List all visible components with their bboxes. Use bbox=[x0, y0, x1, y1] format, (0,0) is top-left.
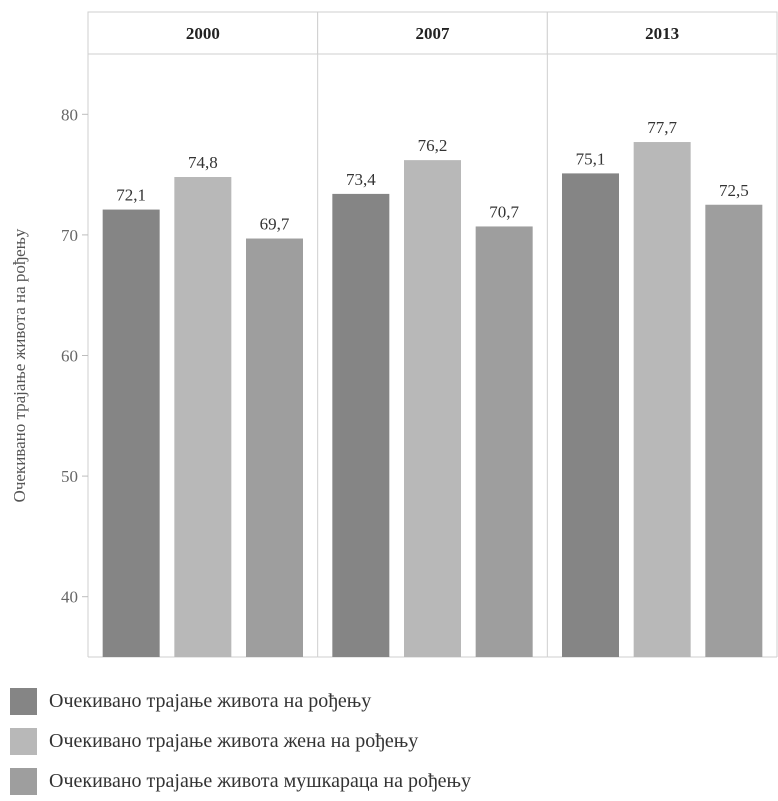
y-tick-label: 80 bbox=[61, 105, 78, 124]
data-label: 76,2 bbox=[418, 136, 448, 155]
bar bbox=[102, 209, 160, 657]
panel-strip bbox=[87, 11, 319, 55]
y-axis: 40 50 60 70 80 bbox=[61, 54, 89, 657]
y-tick-label: 60 bbox=[61, 347, 78, 366]
data-label: 74,8 bbox=[188, 153, 218, 172]
data-label: 72,5 bbox=[719, 181, 749, 200]
legend-swatch-men bbox=[10, 767, 37, 795]
data-label: 70,7 bbox=[489, 202, 519, 221]
bar bbox=[633, 142, 691, 658]
y-tick-label: 40 bbox=[61, 588, 78, 607]
panel-2007: 2007 73,4 76,2 70,7 bbox=[317, 11, 548, 658]
legend-item-women: Очекивано трајање живота жена на рођењу bbox=[10, 721, 471, 761]
legend-item-total: Очекивано трајање живота на рођењу bbox=[10, 681, 471, 721]
data-label: 75,1 bbox=[576, 149, 606, 168]
legend: Очекивано трајање живота на рођењу Очеки… bbox=[10, 681, 471, 801]
legend-label-men: Очекивано трајање живота мушкараца на ро… bbox=[49, 769, 472, 792]
legend-label-women: Очекивано трајање живота жена на рођењу bbox=[49, 729, 419, 752]
panel-2013: 2013 75,1 77,7 72,5 bbox=[546, 11, 778, 658]
panel-title: 2013 bbox=[645, 24, 679, 43]
panel-2000: 2000 72,1 74,8 69,7 bbox=[87, 11, 319, 658]
legend-label-total: Очекивано трајање живота на рођењу bbox=[49, 689, 372, 712]
data-label: 72,1 bbox=[116, 186, 146, 205]
bar bbox=[562, 173, 619, 658]
bar bbox=[246, 238, 303, 657]
panel-title: 2000 bbox=[186, 24, 220, 43]
y-tick-label: 70 bbox=[61, 226, 78, 245]
bar bbox=[404, 160, 461, 658]
panel-strip bbox=[546, 11, 778, 55]
facet-panels: 2000 72,1 74,8 69,7 2007 73,4 76,2 70,7 2013 75,1… bbox=[87, 11, 778, 658]
data-label: 69,7 bbox=[260, 215, 290, 234]
legend-item-men: Очекивано трајање живота мушкараца на ро… bbox=[10, 761, 471, 801]
legend-swatch-women bbox=[10, 727, 37, 755]
bar bbox=[475, 226, 533, 657]
panel-strip bbox=[317, 11, 548, 55]
bar bbox=[332, 193, 390, 657]
y-tick-label: 50 bbox=[61, 467, 78, 486]
bar bbox=[705, 204, 763, 657]
y-axis-label: Очекивано трајање живота на рођењу bbox=[10, 228, 29, 502]
bar bbox=[174, 177, 232, 657]
panel-title: 2007 bbox=[416, 24, 451, 43]
legend-swatch-total bbox=[10, 687, 37, 715]
chart: 40 50 60 70 80 2000 72,1 74,8 69,7 2007 73,4 76,2 7… bbox=[10, 11, 778, 658]
data-label: 73,4 bbox=[346, 170, 376, 189]
data-label: 77,7 bbox=[647, 118, 677, 137]
